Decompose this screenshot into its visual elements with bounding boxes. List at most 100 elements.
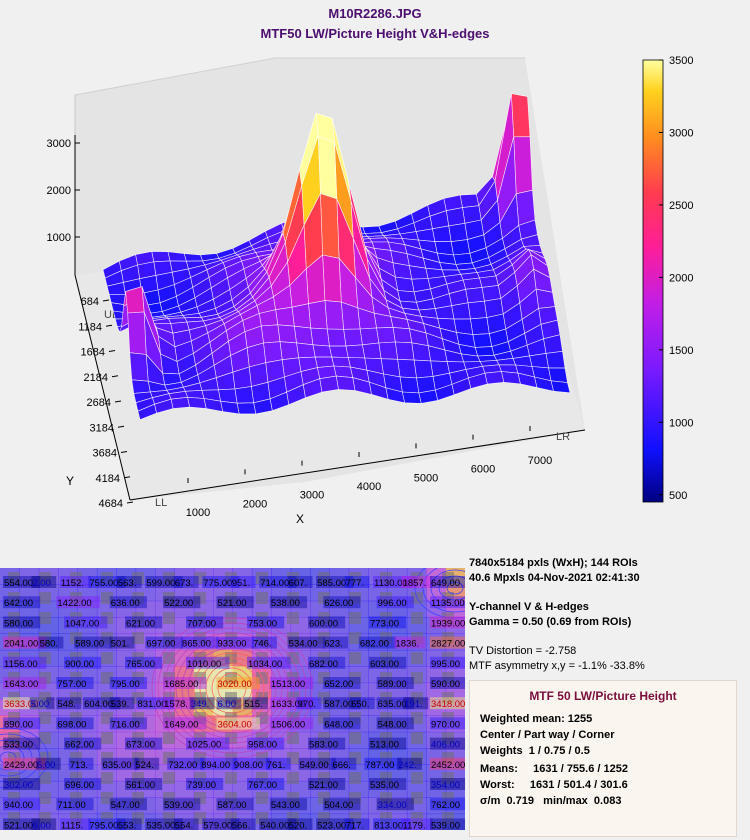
roi-value-label: 652.00 [324, 679, 353, 690]
heatmap-cell [329, 568, 350, 585]
heatmap-cell [19, 715, 40, 733]
roi-label-bg [269, 798, 308, 811]
contour-line [211, 667, 253, 709]
info-dimensions: 7840x5184 pxls (WxH); 144 ROIs [469, 557, 638, 569]
target-square [287, 572, 299, 584]
contour-line [151, 617, 313, 759]
roi-label-bg [308, 737, 346, 750]
surface-facet [308, 300, 328, 330]
target-square [132, 672, 144, 684]
target-square [318, 632, 330, 644]
heatmap-cell [387, 649, 408, 667]
roi-value-label: 548.00 [378, 719, 407, 730]
heatmap-cell [232, 600, 253, 618]
roi-value-label: 2452.00 [431, 760, 465, 771]
surface-facet [445, 207, 466, 227]
roi-value-label: 533.00 [4, 740, 33, 751]
roi-label-bg [230, 818, 256, 830]
weights: Weights 1 / 0.75 / 0.5 [480, 745, 590, 757]
heatmap-cell [77, 715, 98, 733]
surface-facet [234, 386, 254, 404]
target-square [132, 752, 144, 764]
heatmap-cell [329, 617, 350, 635]
heatmap-cell [174, 649, 195, 667]
roi-value-label: 958.00 [248, 740, 277, 751]
roi-value-label: 648.00 [324, 719, 353, 730]
roi-value-label: 2827.00 [431, 639, 465, 650]
target-square [194, 592, 206, 604]
roi-value-label: 349. [191, 699, 210, 710]
target-square [101, 672, 113, 684]
target-square [380, 752, 392, 764]
roi-label-bg [373, 818, 411, 830]
surface-facet [399, 376, 420, 394]
roi-value-label: 761. [267, 760, 286, 771]
roi-label-bg [163, 596, 201, 609]
chart-title: MTF50 LW/Picture Height V&H-edges [260, 26, 490, 41]
heatmap-cell [116, 617, 137, 635]
roi-value-label: 191. [404, 699, 423, 710]
target-square [256, 792, 268, 804]
heatmap-cell [426, 748, 447, 766]
target-square [225, 592, 237, 604]
colorbar-tick-label: 2500 [669, 200, 693, 212]
target-square [194, 652, 206, 664]
roi-value-label: 739.00 [187, 780, 216, 791]
surface-facet [129, 352, 149, 382]
roi-value-label: 2041.00 [4, 639, 38, 650]
roi-label-bg [323, 798, 361, 811]
heatmap-cell [232, 780, 253, 798]
roi-label-bg [308, 778, 346, 790]
roi-value-label: 711.00 [57, 800, 85, 811]
roi-value-label: 540.00 [260, 820, 289, 830]
roi-value-label: 777. [346, 578, 365, 589]
surface-facet [545, 350, 566, 369]
heatmap-cell [77, 600, 98, 618]
surface-facet [275, 306, 295, 327]
roi-label-bg [74, 636, 112, 649]
heatmap-cell [116, 600, 137, 618]
heatmap-cell [426, 731, 447, 749]
roi-value-label: 753.00 [248, 618, 277, 629]
roi-label-bg [59, 818, 91, 830]
surface-plot: 3000 2000 1000 684 1184 1684 2184 2684 3184 3684… [47, 55, 694, 526]
target-square [287, 612, 299, 624]
surface-facet [467, 300, 488, 320]
roi-label-bg [216, 717, 260, 730]
roi-value-label: 539. [111, 699, 130, 710]
roi-label-bg [134, 757, 160, 770]
roi-value-label: 666. [332, 760, 351, 771]
surface-facet [474, 346, 495, 357]
heatmap-cell [387, 682, 408, 700]
heatmap-cell [271, 764, 292, 782]
roi-value-label: 865.00 [182, 639, 211, 650]
target-square [163, 592, 175, 604]
heatmap-cell [329, 731, 350, 749]
contour-line [0, 745, 25, 771]
heatmap-cell [271, 813, 292, 830]
roi-value-label: 501. [111, 639, 130, 650]
target-square [101, 732, 113, 744]
x-axis-label: X [296, 512, 304, 526]
surface-facet [394, 341, 415, 361]
heatmap-cell [77, 797, 98, 815]
roi-value-label: 933.00 [218, 639, 247, 650]
target-square [70, 772, 82, 784]
target-square [349, 772, 361, 784]
roi-label-bg [259, 818, 297, 830]
target-square [8, 632, 20, 644]
heatmap-cell [329, 813, 350, 830]
surface-facet [324, 300, 344, 330]
roi-value-label: 787.00 [365, 760, 394, 771]
roi-value-label: 1506.00 [271, 719, 305, 730]
heatmap-cell [387, 617, 408, 635]
roi-value-label: 600.00 [309, 618, 338, 629]
info-gamma: Gamma = 0.50 (0.69 from ROIs) [469, 616, 632, 628]
roi-value-label: 970. [298, 699, 317, 710]
target-square [287, 792, 299, 804]
heatmap-cell [271, 797, 292, 815]
heatmap-cell [232, 584, 253, 602]
roi-label-bg [31, 576, 57, 588]
roi-value-label: 1130.00 [374, 578, 408, 589]
roi-label-bg [189, 697, 215, 710]
